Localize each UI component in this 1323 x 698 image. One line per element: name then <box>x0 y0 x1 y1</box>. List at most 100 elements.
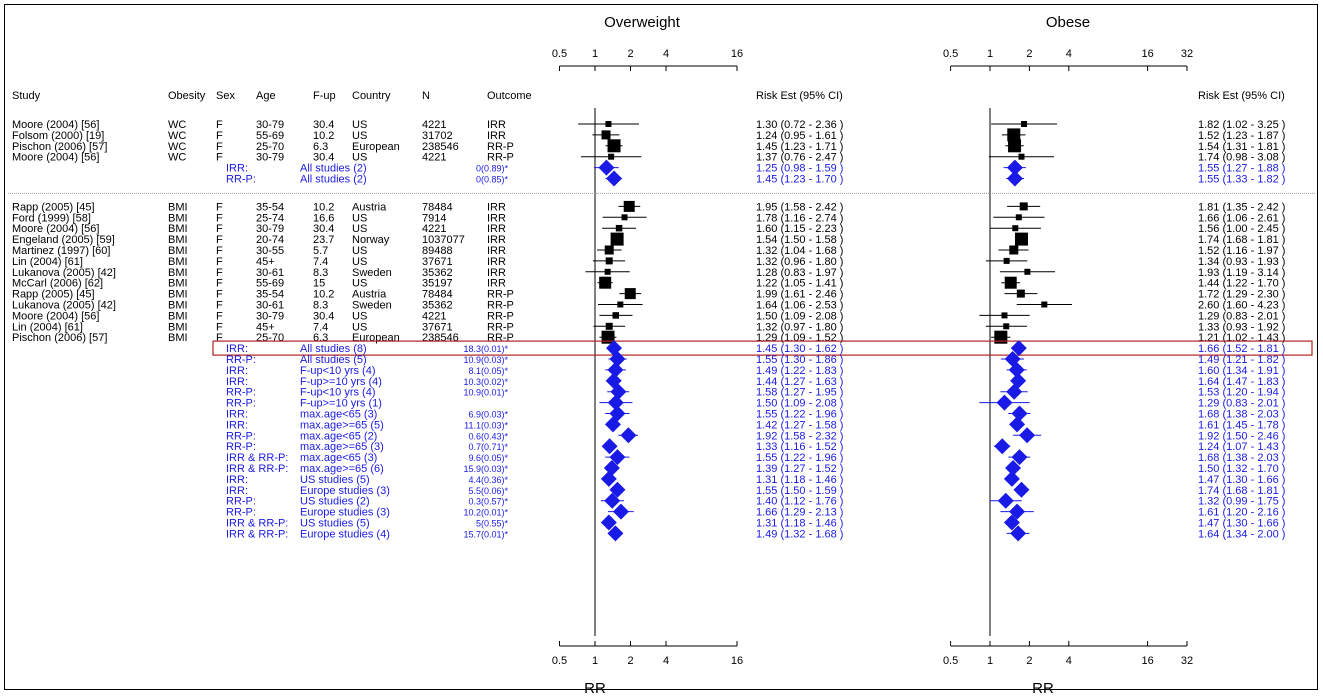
obese-top-tick-label: 32 <box>1181 48 1193 60</box>
overweight-study-square <box>605 322 613 330</box>
follow-up: 7.4 <box>313 321 328 333</box>
overweight-risk-estimate: 1.45 (1.30 - 1.62 ) <box>756 343 843 355</box>
summary-outcome: IRR & RR-P: <box>226 463 288 475</box>
obese-risk-estimate: 1.68 (1.38 - 2.03 ) <box>1198 452 1285 464</box>
obese-risk-estimate: 1.81 (1.35 - 2.42 ) <box>1198 201 1285 213</box>
age: 30-79 <box>256 152 284 164</box>
obesity-measure: BMI <box>168 201 188 213</box>
outcome: RR-P <box>487 310 514 322</box>
obese-risk-estimate: 1.24 (1.07 - 1.43 ) <box>1198 441 1285 453</box>
country: Norway <box>352 234 390 246</box>
overweight-summary-diamond <box>604 416 621 433</box>
obese-summary-diamond <box>1005 460 1022 476</box>
summary-outcome: IRR: <box>226 163 248 175</box>
outcome: RR-P <box>487 289 514 301</box>
overweight-risk-estimate: 1.40 (1.12 - 1.76 ) <box>756 496 843 508</box>
overweight-risk-estimate: 1.24 (0.95 - 1.61 ) <box>756 130 843 142</box>
overweight-bottom-tick-label: 0.5 <box>552 655 567 667</box>
obese-risk-estimate: 1.32 (0.99 - 1.75 ) <box>1198 496 1285 508</box>
summary-description: All studies (8) <box>300 343 367 355</box>
country: Austria <box>352 201 387 213</box>
overweight-risk-estimate: 1.58 (1.27 - 1.95 ) <box>756 387 843 399</box>
obese-bottom-tick-label: 16 <box>1141 655 1153 667</box>
follow-up: 10.2 <box>313 130 334 142</box>
country: European <box>352 141 400 153</box>
obesity-measure: WC <box>168 141 186 153</box>
heterogeneity-stat: 0.7(0.71)* <box>468 442 508 452</box>
obese-summary-diamond <box>1009 416 1026 433</box>
obese-summary-diamond <box>1006 170 1023 187</box>
country: US <box>352 310 367 322</box>
obese-risk-estimate: 1.92 (1.50 - 2.46 ) <box>1198 430 1285 442</box>
overweight-top-tick-label: 0.5 <box>552 48 567 60</box>
follow-up: 7.4 <box>313 256 328 268</box>
study-name: Lin (2004) [61] <box>12 256 83 268</box>
obesity-measure: BMI <box>168 300 188 312</box>
study-name: Moore (2004) [56] <box>12 223 99 235</box>
obese-risk-estimate: 1.60 (1.34 - 1.91 ) <box>1198 365 1285 377</box>
obese-risk-estimate: 1.55 (1.33 - 1.82 ) <box>1198 174 1285 186</box>
header-risk-obese: Risk Est (95% CI) <box>1198 90 1285 102</box>
sample-size: 4221 <box>422 310 446 322</box>
obese-summary-diamond <box>1009 503 1026 520</box>
overweight-risk-estimate: 1.78 (1.16 - 2.74 ) <box>756 212 843 224</box>
follow-up: 5.7 <box>313 245 328 257</box>
heterogeneity-stat: 15.7(0.01)* <box>463 529 508 539</box>
obese-risk-estimate: 1.93 (1.19 - 3.14 ) <box>1198 267 1285 279</box>
summary-outcome: IRR: <box>226 419 248 431</box>
obese-top-tick-label: 0.5 <box>943 48 958 60</box>
country: US <box>352 212 367 224</box>
obesity-measure: BMI <box>168 212 188 224</box>
country: US <box>352 245 367 257</box>
obese-study-square <box>1003 257 1010 264</box>
summary-description: max.age>=65 (3) <box>300 441 384 453</box>
obese-summary-diamond <box>1019 427 1036 444</box>
obese-study-square <box>1008 139 1022 153</box>
overweight-top-tick-label: 2 <box>627 48 633 60</box>
sample-size: 35197 <box>422 278 453 290</box>
overweight-summary-diamond <box>604 492 621 509</box>
outcome: IRR <box>487 119 506 131</box>
overweight-top-tick-label: 1 <box>592 48 598 60</box>
study-name: McCarl (2006) [62] <box>12 278 103 290</box>
follow-up: 30.4 <box>313 310 334 322</box>
country: US <box>352 321 367 333</box>
obese-risk-estimate: 1.74 (0.98 - 3.08 ) <box>1198 152 1285 164</box>
obese-risk-estimate: 1.61 (1.20 - 2.16 ) <box>1198 507 1285 519</box>
obese-bottom-tick-label: 2 <box>1026 655 1032 667</box>
sex: F <box>216 212 223 224</box>
age: 25-70 <box>256 141 284 153</box>
obese-bottom-tick-label: 4 <box>1066 655 1072 667</box>
sex: F <box>216 332 223 344</box>
overweight-risk-estimate: 1.49 (1.32 - 1.68 ) <box>756 528 843 540</box>
summary-description: max.age<65 (3) <box>300 409 377 421</box>
header-age: Age <box>256 90 276 102</box>
summary-outcome: RR-P: <box>226 398 256 410</box>
sample-size: 1037077 <box>422 234 465 246</box>
overweight-summary-diamond <box>606 170 623 187</box>
overweight-study-square <box>610 232 624 246</box>
summary-description: US studies (5) <box>300 474 370 486</box>
obese-summary-diamond <box>1003 470 1020 487</box>
obese-risk-estimate: 1.66 (1.52 - 1.81 ) <box>1198 343 1285 355</box>
obese-top-tick-label: 2 <box>1026 48 1032 60</box>
heterogeneity-stat: 9.6(0.05)* <box>468 453 508 463</box>
obesity-measure: WC <box>168 130 186 142</box>
obese-study-square <box>1016 289 1025 298</box>
obese-study-square <box>1003 323 1010 330</box>
study-name: Engeland (2005) [59] <box>12 234 115 246</box>
heterogeneity-stat: 10.3(0.02)* <box>463 377 508 387</box>
obese-study-square <box>1004 276 1017 289</box>
overweight-summary-diamond <box>601 438 618 455</box>
header-n: N <box>422 90 430 102</box>
overweight-risk-estimate: 1.45 (1.23 - 1.70 ) <box>756 174 843 186</box>
obese-study-square <box>1041 301 1048 308</box>
sex: F <box>216 223 223 235</box>
overweight-risk-estimate: 1.30 (0.72 - 2.36 ) <box>756 119 843 131</box>
obese-summary-diamond <box>997 492 1014 509</box>
country: US <box>352 278 367 290</box>
overweight-study-square <box>608 153 615 160</box>
sex: F <box>216 300 223 312</box>
follow-up: 30.4 <box>313 119 334 131</box>
